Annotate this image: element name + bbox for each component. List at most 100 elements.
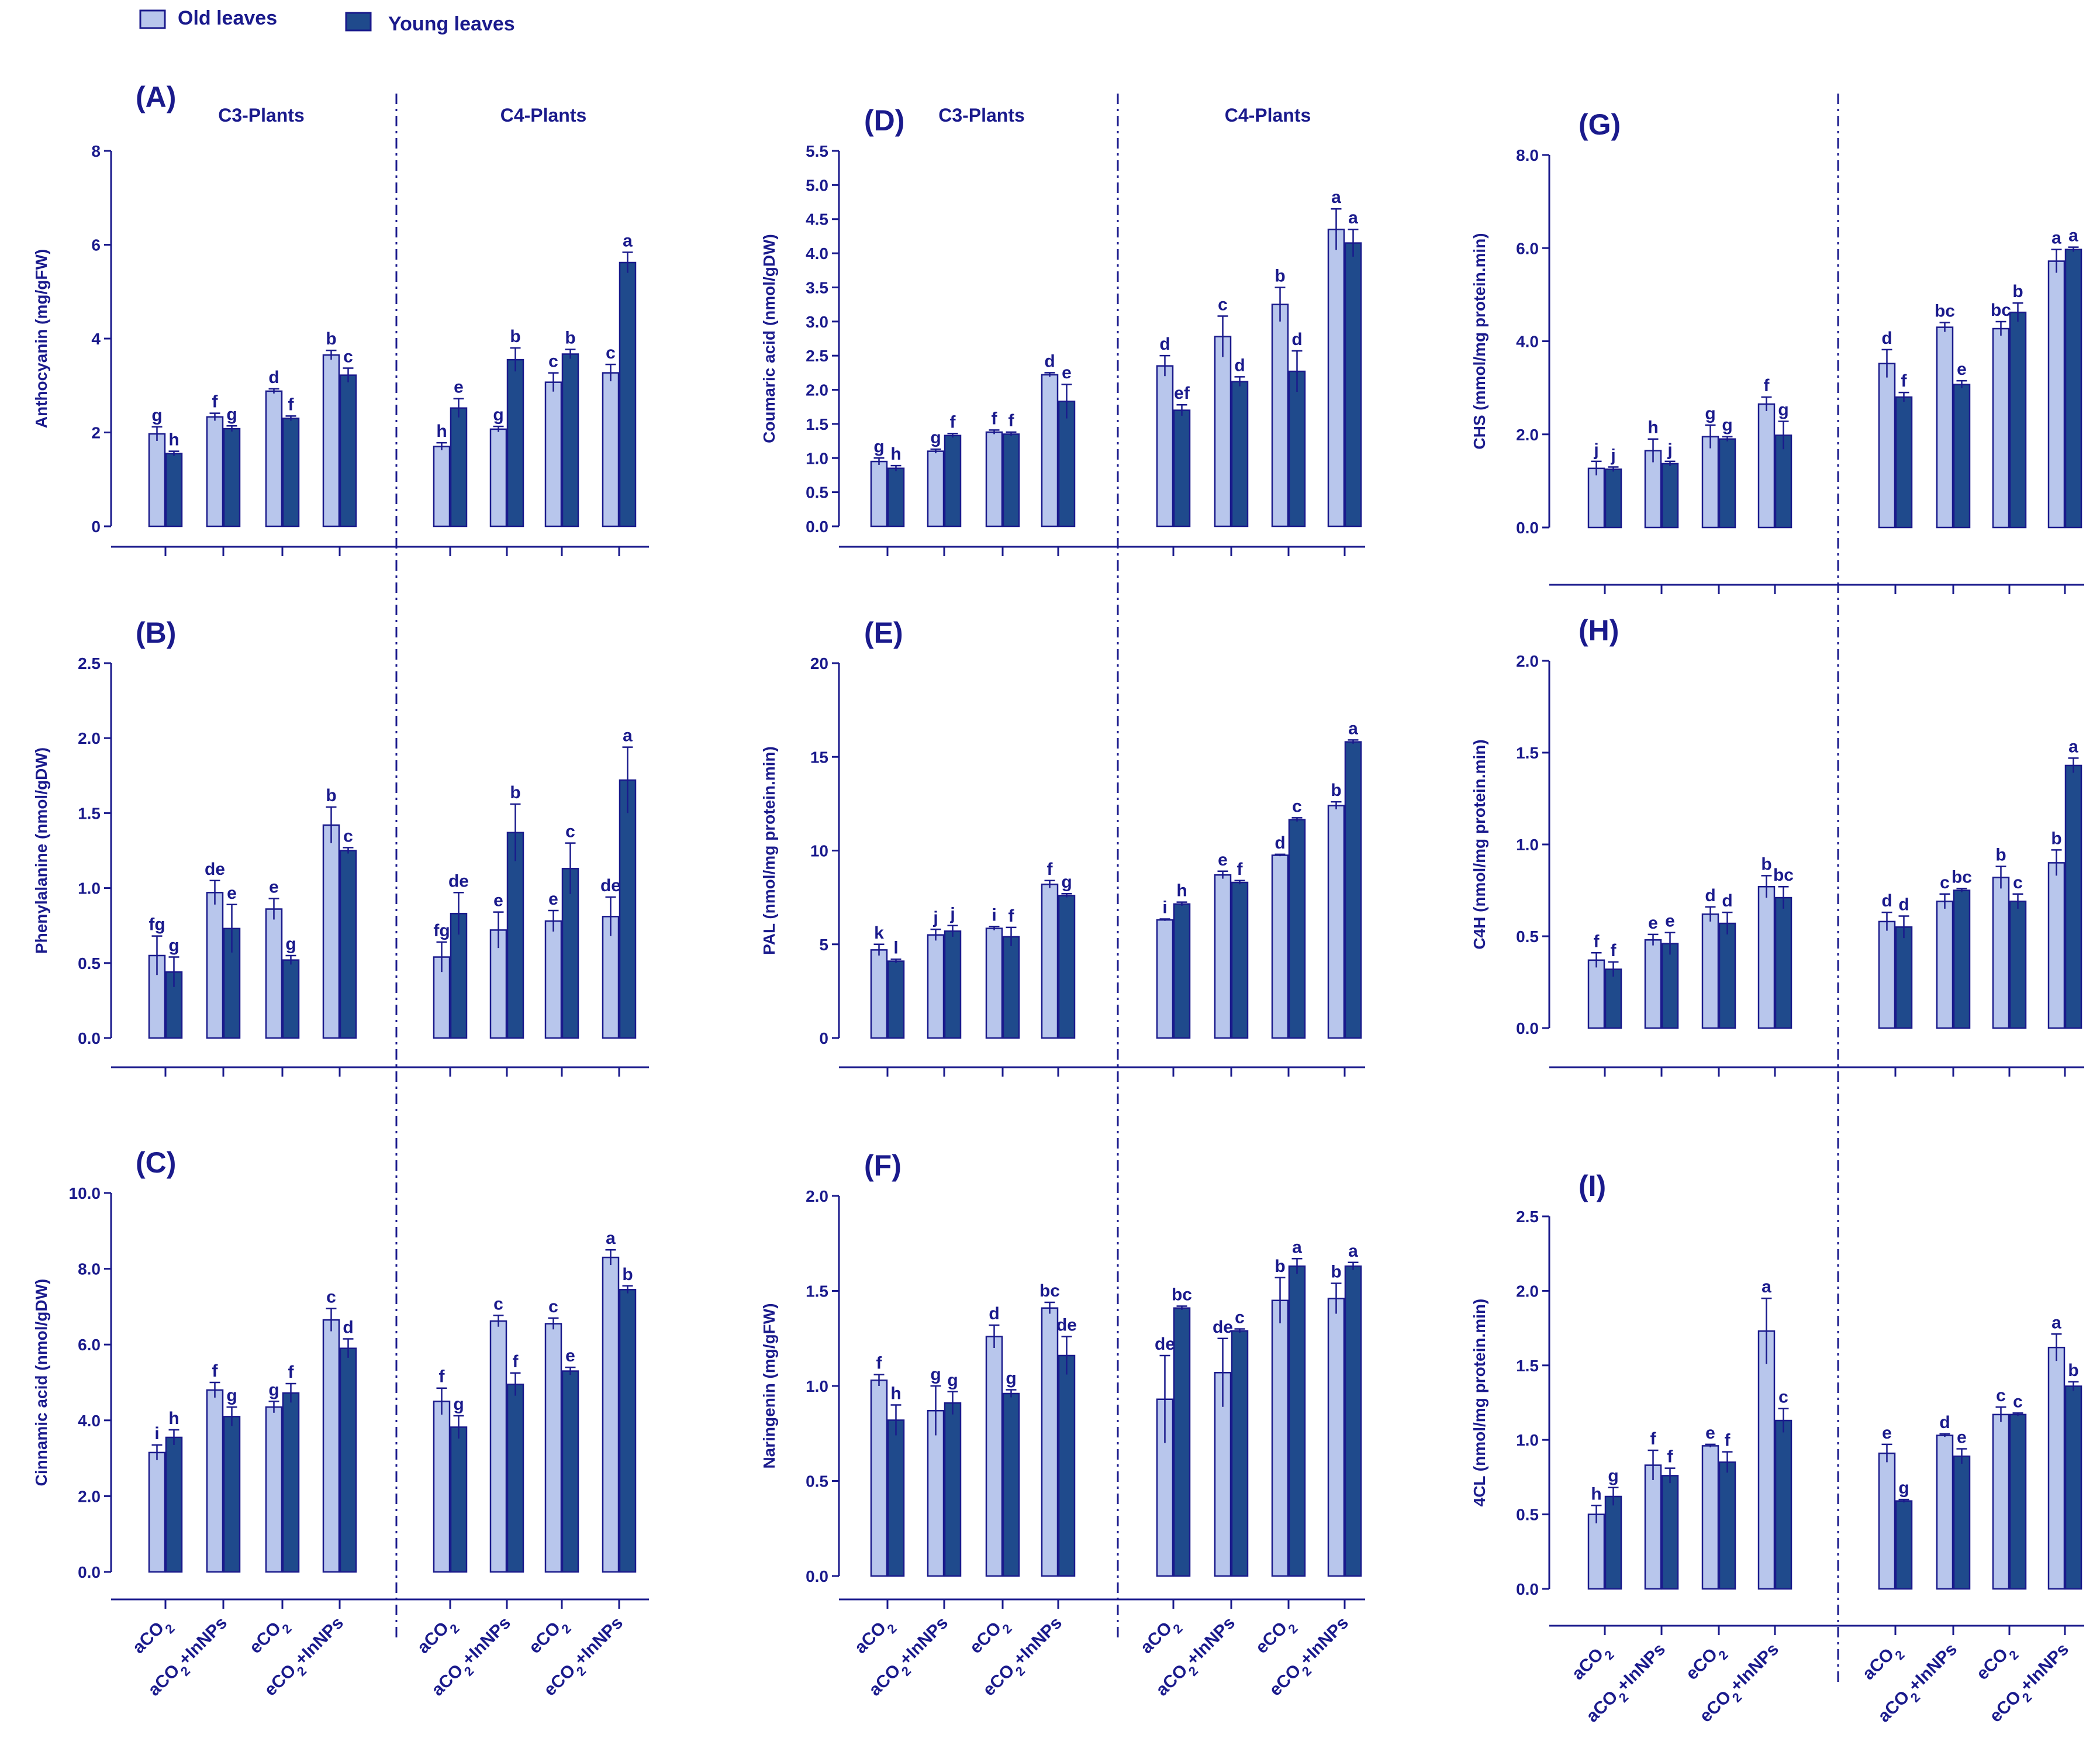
significance-letter: g — [268, 1380, 279, 1399]
significance-letter: g — [1898, 1478, 1909, 1498]
significance-letter: j — [932, 908, 938, 927]
y-tick-label: 2.5 — [1516, 1208, 1539, 1226]
bar-c4-old — [433, 1401, 451, 1573]
bar-c4-old — [1878, 920, 1896, 1029]
bar-c4-old — [544, 381, 562, 527]
significance-letter: a — [1761, 1277, 1771, 1296]
bar-c3-young — [1774, 434, 1792, 529]
legend-swatch-young — [345, 12, 372, 32]
y-tick-label: 1.5 — [806, 415, 828, 433]
bar-c4-young — [1953, 1455, 1971, 1590]
y-tick-label: 5 — [819, 936, 828, 954]
bar-c3-young — [339, 850, 357, 1039]
bar-c4-young — [1344, 242, 1362, 527]
significance-letter: b — [510, 327, 520, 346]
significance-letter: de — [205, 860, 225, 879]
bar-c3-young — [223, 427, 241, 527]
significance-letter: c — [493, 1294, 503, 1313]
bar-c3-old — [206, 416, 224, 527]
y-tick-label: 5.0 — [806, 176, 828, 194]
significance-letter: c — [2013, 1392, 2023, 1411]
bar-c3-young — [1002, 936, 1020, 1039]
bar-c3-old — [927, 450, 945, 527]
bar-c4-young — [2009, 1413, 2027, 1590]
y-tick-label: 1.0 — [1516, 836, 1539, 854]
significance-letter: g — [151, 406, 162, 425]
bar-c3-young — [1604, 968, 1622, 1029]
significance-letter: h — [1591, 1484, 1601, 1503]
y-tick-label: 2.5 — [806, 347, 828, 365]
significance-letter: de — [1213, 1318, 1233, 1337]
panel-A: 0 2 4 6 8 Anthocyanin (mg/gFW) (A) C3-Plants C4-… — [32, 81, 649, 556]
bar-c3-old — [1587, 467, 1605, 529]
significance-letter: g — [226, 405, 237, 424]
significance-letter: fg — [433, 921, 450, 940]
bar-c4-young — [2009, 311, 2027, 529]
bar-c4-old — [1327, 1298, 1345, 1577]
bar-c4-old — [544, 1323, 562, 1573]
significance-letter: c — [1218, 295, 1228, 314]
panel-G: 0.0 2.0 4.0 6.0 8.0 CHS (mmol/mg protein.min)… — [1470, 108, 2084, 594]
significance-letter: g — [168, 936, 179, 956]
significance-letter: d — [1881, 329, 1892, 348]
bar-c3-young — [1718, 1461, 1736, 1590]
bar-c3-old — [322, 824, 340, 1039]
significance-letter: bc — [1039, 1281, 1060, 1301]
y-tick-label: 15 — [810, 748, 828, 766]
significance-letter: g — [930, 428, 941, 447]
x-category-label: aCO2 — [413, 1613, 462, 1662]
significance-letter: h — [436, 422, 447, 441]
significance-letter: c — [343, 347, 353, 367]
significance-letter: d — [1291, 330, 1302, 349]
significance-letter: e — [1648, 913, 1658, 933]
significance-letter: g — [930, 1365, 941, 1384]
significance-letter: d — [1939, 1413, 1950, 1432]
bar-c3-young — [165, 453, 183, 527]
y-tick-label: 2.0 — [1516, 652, 1539, 670]
panel-C: 0.0 2.0 4.0 6.0 8.0 10.0 Cinnamic acid (nmol/g… — [32, 1146, 649, 1704]
y-tick-label: 0.0 — [1516, 1019, 1539, 1037]
bar-c3-old — [1587, 959, 1605, 1029]
significance-letter: l — [893, 938, 898, 957]
bar-c4-young — [1288, 819, 1306, 1039]
bar-c3-old — [322, 1319, 340, 1573]
bar-c3-old — [265, 390, 283, 527]
significance-letter: a — [1331, 188, 1341, 207]
bar-c3-young — [944, 930, 962, 1039]
significance-letter: k — [874, 923, 884, 943]
significance-letter: bc — [1935, 302, 1955, 321]
y-tick-label: 4.0 — [78, 1412, 101, 1430]
bar-c3-old — [265, 1406, 283, 1573]
significance-letter: f — [288, 1363, 295, 1382]
bar-c3-old — [1757, 1330, 1776, 1590]
significance-letter: de — [1056, 1316, 1077, 1335]
significance-letter: c — [2013, 873, 2023, 892]
bar-c3-old — [148, 433, 166, 527]
significance-letter: c — [1292, 796, 1302, 816]
significance-letter: j — [1593, 440, 1598, 460]
y-tick-label: 0.5 — [806, 484, 828, 502]
significance-letter: a — [606, 1229, 616, 1248]
x-category-label: aCO2 — [1137, 1613, 1185, 1662]
bar-c3-young — [282, 959, 300, 1039]
significance-letter: i — [154, 1424, 159, 1443]
y-axis-label: Coumaric acid (nmol/gDW) — [760, 234, 778, 443]
bar-c3-young — [1058, 1354, 1076, 1577]
bar-c3-old — [927, 934, 945, 1039]
significance-letter: b — [326, 329, 336, 349]
significance-letter: h — [1176, 881, 1187, 901]
bar-c4-old — [1271, 304, 1289, 527]
y-tick-label: 0.0 — [1516, 519, 1539, 537]
significance-letter: c — [1778, 1388, 1788, 1407]
significance-letter: a — [1292, 1237, 1302, 1257]
y-axis-label: CHS (mmol/mg protein.min) — [1470, 233, 1488, 449]
significance-letter: f — [1901, 371, 1908, 391]
bar-c4-old — [2047, 862, 2066, 1029]
significance-letter: c — [606, 343, 616, 363]
y-tick-label: 2.0 — [806, 381, 828, 399]
significance-letter: f — [1047, 860, 1054, 879]
significance-letter: a — [1348, 1242, 1358, 1261]
group-header-c4: C4-Plants — [1225, 105, 1311, 126]
y-tick-label: 2.5 — [78, 654, 101, 673]
bar-c4-old — [1936, 1434, 1954, 1590]
